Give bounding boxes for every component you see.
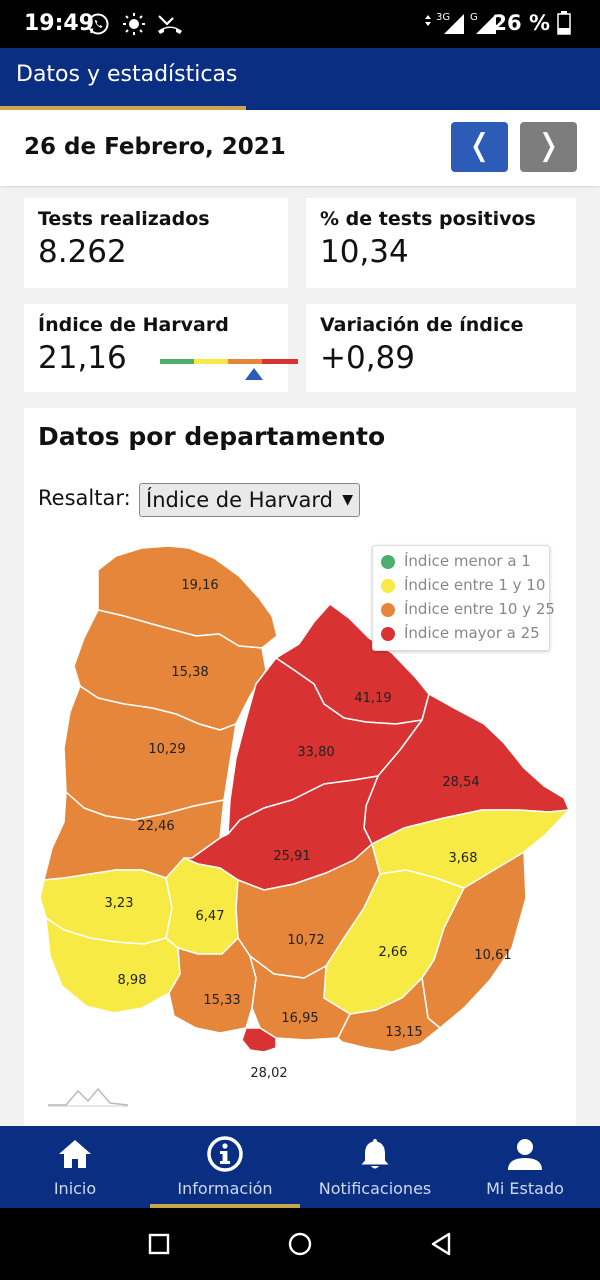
home-circle-icon[interactable] xyxy=(288,1232,312,1256)
previous-day-button[interactable]: ❬ xyxy=(451,122,508,172)
scale-orange xyxy=(228,359,262,364)
legend-dot xyxy=(381,603,395,617)
whatsapp-icon xyxy=(87,13,109,35)
date-navigator: 26 de Febrero, 2021 ❬ ❭ xyxy=(0,110,600,186)
nav-informacion[interactable]: Información xyxy=(150,1126,300,1208)
tests-label: Tests realizados xyxy=(38,208,210,230)
bottom-navigation: Inicio Información Notificaciones Mi Est… xyxy=(0,1126,600,1208)
legend-label: Índice entre 10 y 25 xyxy=(404,600,555,618)
legend-label: Índice menor a 1 xyxy=(404,552,531,570)
nav-notificaciones[interactable]: Notificaciones xyxy=(300,1126,450,1208)
active-tab-indicator xyxy=(150,1204,300,1208)
highlight-selected: Índice de Harvard xyxy=(146,488,333,512)
nav-label: Información xyxy=(177,1179,273,1198)
label-tacuarembo: 33,80 xyxy=(297,745,334,760)
variation-label: Variación de índice xyxy=(320,314,524,336)
positive-card: % de tests positivos 10,34 xyxy=(306,198,576,288)
brightness-icon xyxy=(123,13,145,35)
app-bar: Datos y estadísticas xyxy=(0,48,600,110)
dept-sanjose[interactable] xyxy=(168,937,257,1034)
harvard-label: Índice de Harvard xyxy=(38,314,229,336)
tests-card: Tests realizados 8.262 xyxy=(24,198,288,288)
system-navigation xyxy=(0,1208,600,1280)
next-day-button[interactable]: ❭ xyxy=(520,122,577,172)
missed-call-icon xyxy=(158,15,182,34)
nav-label: Mi Estado xyxy=(486,1179,564,1198)
legend-dot xyxy=(381,579,395,593)
home-icon xyxy=(59,1140,91,1168)
app-bar-accent xyxy=(0,106,246,110)
battery-percent: 26 % xyxy=(492,11,550,35)
dept-rocha[interactable] xyxy=(421,851,527,1029)
label-rocha: 10,61 xyxy=(474,948,511,963)
info-icon xyxy=(207,1136,243,1172)
legend-dot xyxy=(381,555,395,569)
label-lavalleja: 2,66 xyxy=(379,945,408,960)
nav-mi-estado[interactable]: Mi Estado xyxy=(450,1126,600,1208)
variation-card: Variación de índice +0,89 xyxy=(306,304,576,392)
label-soriano: 3,23 xyxy=(105,896,134,911)
legend-label: Índice mayor a 25 xyxy=(404,624,540,642)
dept-maldonado[interactable] xyxy=(337,977,441,1053)
label-treintaytres: 3,68 xyxy=(449,851,478,866)
positive-value: 10,34 xyxy=(320,234,409,270)
person-icon xyxy=(508,1139,542,1170)
recents-icon[interactable] xyxy=(148,1233,170,1255)
legend-item: Índice mayor a 25 xyxy=(381,624,551,644)
tests-value: 8.262 xyxy=(38,234,127,270)
scale-marker-icon xyxy=(244,368,263,380)
department-panel: Datos por departamento Resaltar: Índice … xyxy=(24,408,576,1128)
status-bar: 19:49 3G G 26 % xyxy=(0,0,600,48)
legend-label: Índice entre 1 y 10 xyxy=(404,576,546,594)
map-legend: Índice menor a 1 Índice entre 1 y 10 Índ… xyxy=(372,545,555,651)
scale-yellow xyxy=(194,359,228,364)
highlight-label: Resaltar: xyxy=(38,486,131,510)
network-type-label: 3G xyxy=(436,12,450,23)
label-durazno: 25,91 xyxy=(273,849,310,864)
bell-icon xyxy=(361,1139,389,1169)
back-icon[interactable] xyxy=(430,1232,452,1256)
sparkline-icon xyxy=(48,1087,129,1107)
label-cerrolargo: 28,54 xyxy=(442,775,479,790)
positive-label: % de tests positivos xyxy=(320,208,536,230)
legend-item: Índice entre 1 y 10 xyxy=(381,576,551,596)
dept-flores[interactable] xyxy=(165,857,239,955)
app-title: Datos y estadísticas xyxy=(16,62,238,87)
legend-dot xyxy=(381,627,395,641)
variation-value: +0,89 xyxy=(320,340,415,376)
harvard-card: Índice de Harvard 21,16 xyxy=(24,304,298,392)
signal-g-icon: G xyxy=(470,12,496,34)
label-montevideo: 28,02 xyxy=(250,1066,287,1081)
scale-green xyxy=(160,359,194,364)
dropdown-arrow-icon: ▼ xyxy=(342,492,353,508)
signal-3g-icon: 3G xyxy=(425,12,464,34)
harvard-value: 21,16 xyxy=(38,340,127,376)
department-heading: Datos por departamento xyxy=(38,422,386,451)
nav-label: Notificaciones xyxy=(318,1179,432,1198)
highlight-select[interactable]: Índice de Harvard ▼ xyxy=(139,483,360,517)
label-sanjose: 15,33 xyxy=(203,993,240,1008)
scale-red xyxy=(262,359,298,364)
current-date: 26 de Febrero, 2021 xyxy=(24,134,286,160)
department-map[interactable]: 19,16 15,38 10,29 22,46 41,19 33,80 28,5… xyxy=(34,538,574,1098)
legend-item: Índice menor a 1 xyxy=(381,552,551,572)
label-rivera: 41,19 xyxy=(354,691,391,706)
nav-label: Inicio xyxy=(53,1179,97,1198)
label-paysandu: 10,29 xyxy=(148,742,185,757)
label-maldonado: 13,15 xyxy=(385,1025,422,1040)
nav-inicio[interactable]: Inicio xyxy=(0,1126,150,1208)
dept-montevideo[interactable] xyxy=(241,1027,277,1053)
label-flores: 6,47 xyxy=(196,909,225,924)
label-salto: 15,38 xyxy=(171,665,208,680)
harvard-scale xyxy=(160,359,298,387)
label-canelones: 16,95 xyxy=(281,1011,318,1026)
label-florida: 10,72 xyxy=(287,933,324,948)
battery-icon xyxy=(557,11,571,35)
signal-label: G xyxy=(470,12,478,23)
status-time: 19:49 xyxy=(24,11,95,36)
label-artigas: 19,16 xyxy=(181,578,218,593)
label-colonia: 8,98 xyxy=(118,973,147,988)
legend-item: Índice entre 10 y 25 xyxy=(381,600,555,620)
label-rionegro: 22,46 xyxy=(137,819,174,834)
